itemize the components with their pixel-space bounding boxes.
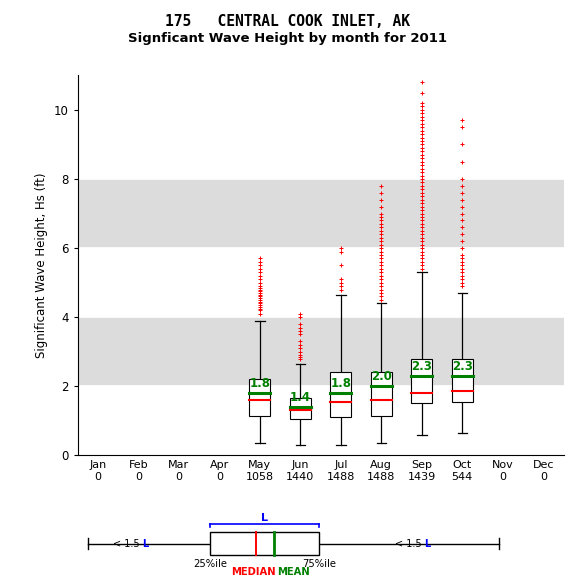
Text: Signficant Wave Height by month for 2011: Signficant Wave Height by month for 2011 [128,32,447,45]
Bar [411,358,432,404]
Text: 1.8: 1.8 [250,378,270,390]
Text: 2.3: 2.3 [411,360,432,373]
Text: MEDIAN: MEDIAN [232,567,276,577]
Text: L: L [143,539,149,549]
Text: MEAN: MEAN [277,567,309,577]
Bar [452,358,473,402]
Text: 25%ile: 25%ile [193,559,227,568]
Y-axis label: Significant Wave Height, Hs (ft): Significant Wave Height, Hs (ft) [35,173,48,358]
Text: L: L [262,513,269,523]
Text: < 1.5: < 1.5 [113,539,143,549]
Text: 2.3: 2.3 [452,360,473,373]
Bar [78,386,564,455]
Bar [78,110,564,179]
Bar [250,379,270,416]
Bar [371,372,392,416]
Text: 175   CENTRAL COOK INLET, AK: 175 CENTRAL COOK INLET, AK [165,14,410,30]
Bar [78,317,564,386]
Text: 2.0: 2.0 [371,371,392,383]
Bar [78,75,564,110]
Bar [210,532,320,555]
Text: L: L [424,539,431,549]
Bar [78,248,564,317]
Bar [290,398,311,419]
Bar [78,179,564,248]
Text: 1.8: 1.8 [330,378,351,390]
Text: 75%ile: 75%ile [302,559,336,568]
Text: < 1.5: < 1.5 [394,539,424,549]
Text: 1.4: 1.4 [290,391,311,404]
Bar [330,372,351,418]
